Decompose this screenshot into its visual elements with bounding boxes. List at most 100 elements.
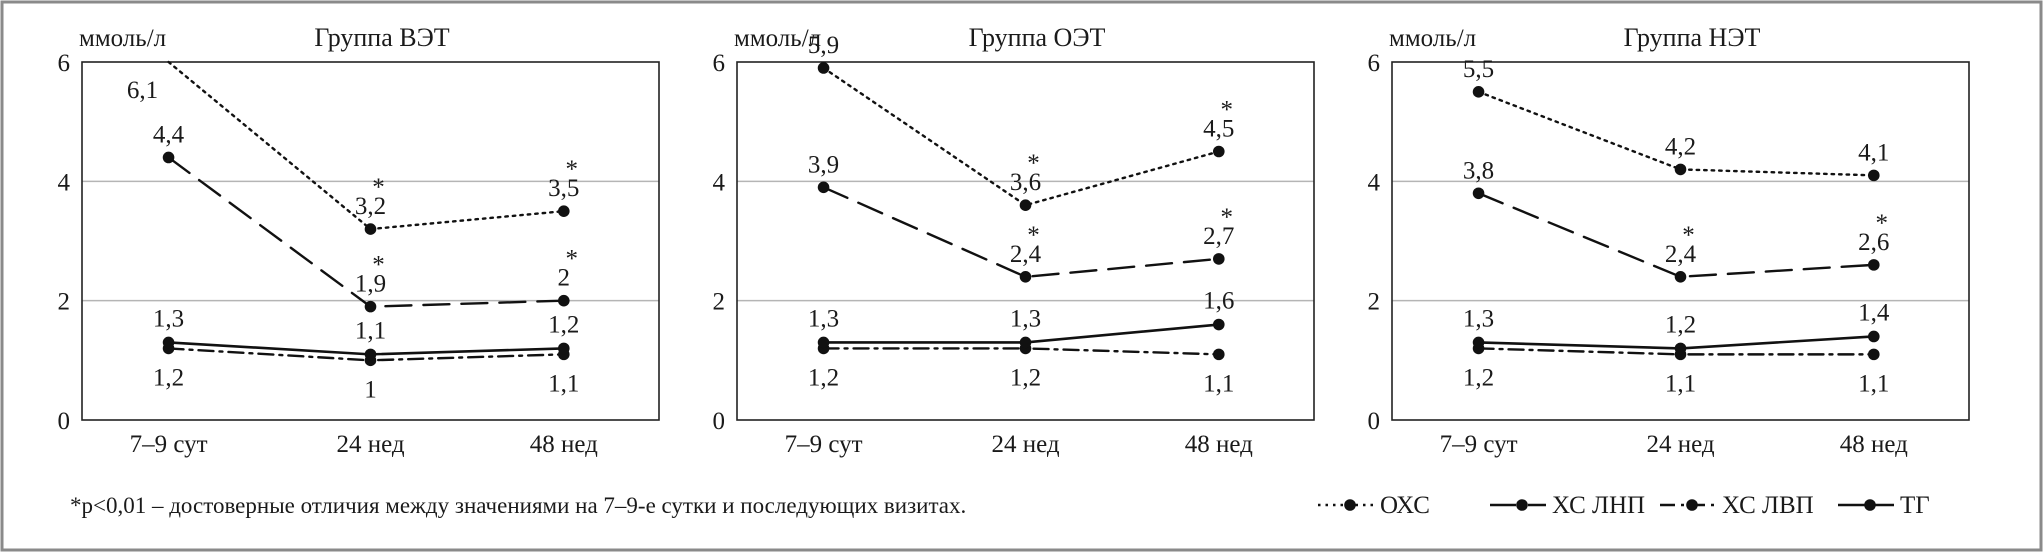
x-tick-label: 24 нед: [991, 431, 1059, 458]
data-label: 1,3: [153, 305, 184, 332]
data-point: [1212, 253, 1225, 265]
data-label: 4,4: [153, 121, 185, 148]
data-label: 1,3: [1010, 305, 1041, 332]
significance-star: *: [1027, 150, 1040, 177]
data-point: [1212, 318, 1225, 331]
y-tick-label: 6: [58, 50, 71, 77]
x-tick-label: 7–9 сут: [1440, 431, 1518, 458]
legend-item: ХС ЛНП: [1490, 492, 1645, 519]
legend-label: ХС ЛНП: [1552, 492, 1645, 519]
legend-label: ОХС: [1380, 492, 1430, 519]
series-solid: 1,3 1,2 1,4: [1463, 299, 1890, 355]
data-label: 2,7: [1203, 223, 1234, 250]
data-point: [1019, 271, 1032, 283]
significance-star: *: [566, 246, 579, 273]
plot-area-frame: [1391, 61, 1970, 421]
x-tick-label: 24 нед: [336, 431, 404, 458]
y-tick-label: 2: [713, 289, 726, 316]
significance-star: *: [1221, 97, 1234, 124]
data-label: 3,6: [1010, 169, 1041, 196]
chart-title: Группа ВЭТ: [314, 23, 449, 52]
y-tick-label: 2: [1368, 289, 1381, 316]
legend-marker: [1516, 499, 1528, 511]
data-label: 1,4: [1858, 299, 1890, 326]
y-axis-unit-label: ммоль/л: [79, 25, 166, 52]
plot-area-frame: [736, 61, 1315, 421]
significance-star: *: [372, 174, 385, 201]
legend-label: ТГ: [1900, 492, 1930, 519]
series-line: [822, 66, 1220, 207]
y-tick-label: 6: [1368, 50, 1381, 77]
data-point: [1867, 348, 1880, 361]
data-label: 4,1: [1858, 139, 1889, 166]
data-label: 3,9: [808, 151, 839, 178]
significance-star: *: [1682, 222, 1695, 249]
data-point: [364, 348, 377, 361]
data-label: 1,1: [1665, 370, 1696, 397]
data-label: 1,1: [1203, 370, 1234, 397]
data-point: [162, 336, 175, 349]
data-point: [364, 223, 377, 235]
legend-item: ОХС: [1318, 492, 1430, 519]
data-label: 1,1: [355, 317, 386, 344]
data-label: 1,2: [1010, 364, 1041, 391]
data-point: [817, 181, 830, 194]
data-point: [1212, 145, 1225, 158]
chart-panel-1: 0 2 4 6 ммоль/л Группа ВЭТ 7–9 сут 24 нед 48 нед…: [58, 23, 660, 458]
y-tick-label: 4: [58, 169, 71, 196]
data-label: 2: [558, 265, 571, 292]
data-point: [1472, 86, 1485, 98]
data-point: [1674, 271, 1687, 283]
data-point: [1867, 330, 1880, 343]
y-tick-label: 0: [1368, 408, 1381, 435]
data-point: [817, 336, 830, 349]
chart-title: Группа НЭТ: [1624, 23, 1761, 52]
data-point: [162, 151, 175, 164]
data-label: 5,9: [808, 32, 839, 59]
data-point: [557, 342, 570, 355]
significance-star: *: [566, 156, 579, 183]
legend-marker: [1864, 499, 1876, 511]
data-label: 2,4: [1010, 241, 1042, 268]
legend-label: ХС ЛВП: [1722, 492, 1814, 519]
data-point: [1472, 187, 1485, 200]
y-tick-label: 4: [1368, 169, 1381, 196]
data-label: 1,1: [548, 370, 579, 397]
data-label: 1,2: [1463, 364, 1494, 391]
data-point: [557, 294, 570, 307]
x-tick-label: 48 нед: [1840, 431, 1908, 458]
data-point: [1867, 259, 1880, 271]
significance-star: *: [372, 252, 385, 279]
data-point: [1674, 163, 1687, 176]
x-tick-label: 24 нед: [1646, 431, 1714, 458]
legend-item: ТГ: [1838, 492, 1930, 519]
series-dashed: 3,92,4* 2,7*: [808, 151, 1234, 283]
data-label: 1,9: [355, 271, 386, 298]
y-axis-unit-label: ммоль/л: [1389, 25, 1476, 52]
series-dashed: 4,41,9* 2*: [153, 121, 579, 313]
data-label: 1,3: [1463, 305, 1494, 332]
data-point: [364, 300, 377, 313]
series-dashdot: 1,2 1,2 1,1: [808, 342, 1234, 397]
data-point: [1867, 169, 1880, 182]
series-line: [822, 186, 1220, 279]
series-dashed: 3,82,4* 2,6*: [1463, 157, 1889, 283]
x-tick-label: 7–9 сут: [785, 431, 863, 458]
data-point: [1674, 342, 1687, 355]
series-dotted: 5,5 4,2 4,1: [1463, 56, 1889, 182]
chart-panel-2: 0 2 4 6 ммоль/л Группа ОЭТ 7–9 сут 24 нед 48 нед…: [713, 23, 1315, 458]
data-label: 6,1: [127, 77, 158, 104]
data-label: 3,8: [1463, 157, 1494, 184]
series-solid: 1,3 1,3 1,6: [808, 288, 1234, 349]
y-tick-label: 0: [58, 408, 71, 435]
x-tick-label: 48 нед: [1185, 431, 1253, 458]
significance-star: *: [1027, 222, 1040, 249]
data-label: 1,2: [808, 364, 839, 391]
data-label: 1,3: [808, 305, 839, 332]
legend-marker: [1344, 499, 1356, 511]
data-label: 3,5: [548, 175, 579, 202]
series-dashdot: 1,2 1,1 1,1: [1463, 342, 1889, 397]
data-label: 4,2: [1665, 133, 1696, 160]
